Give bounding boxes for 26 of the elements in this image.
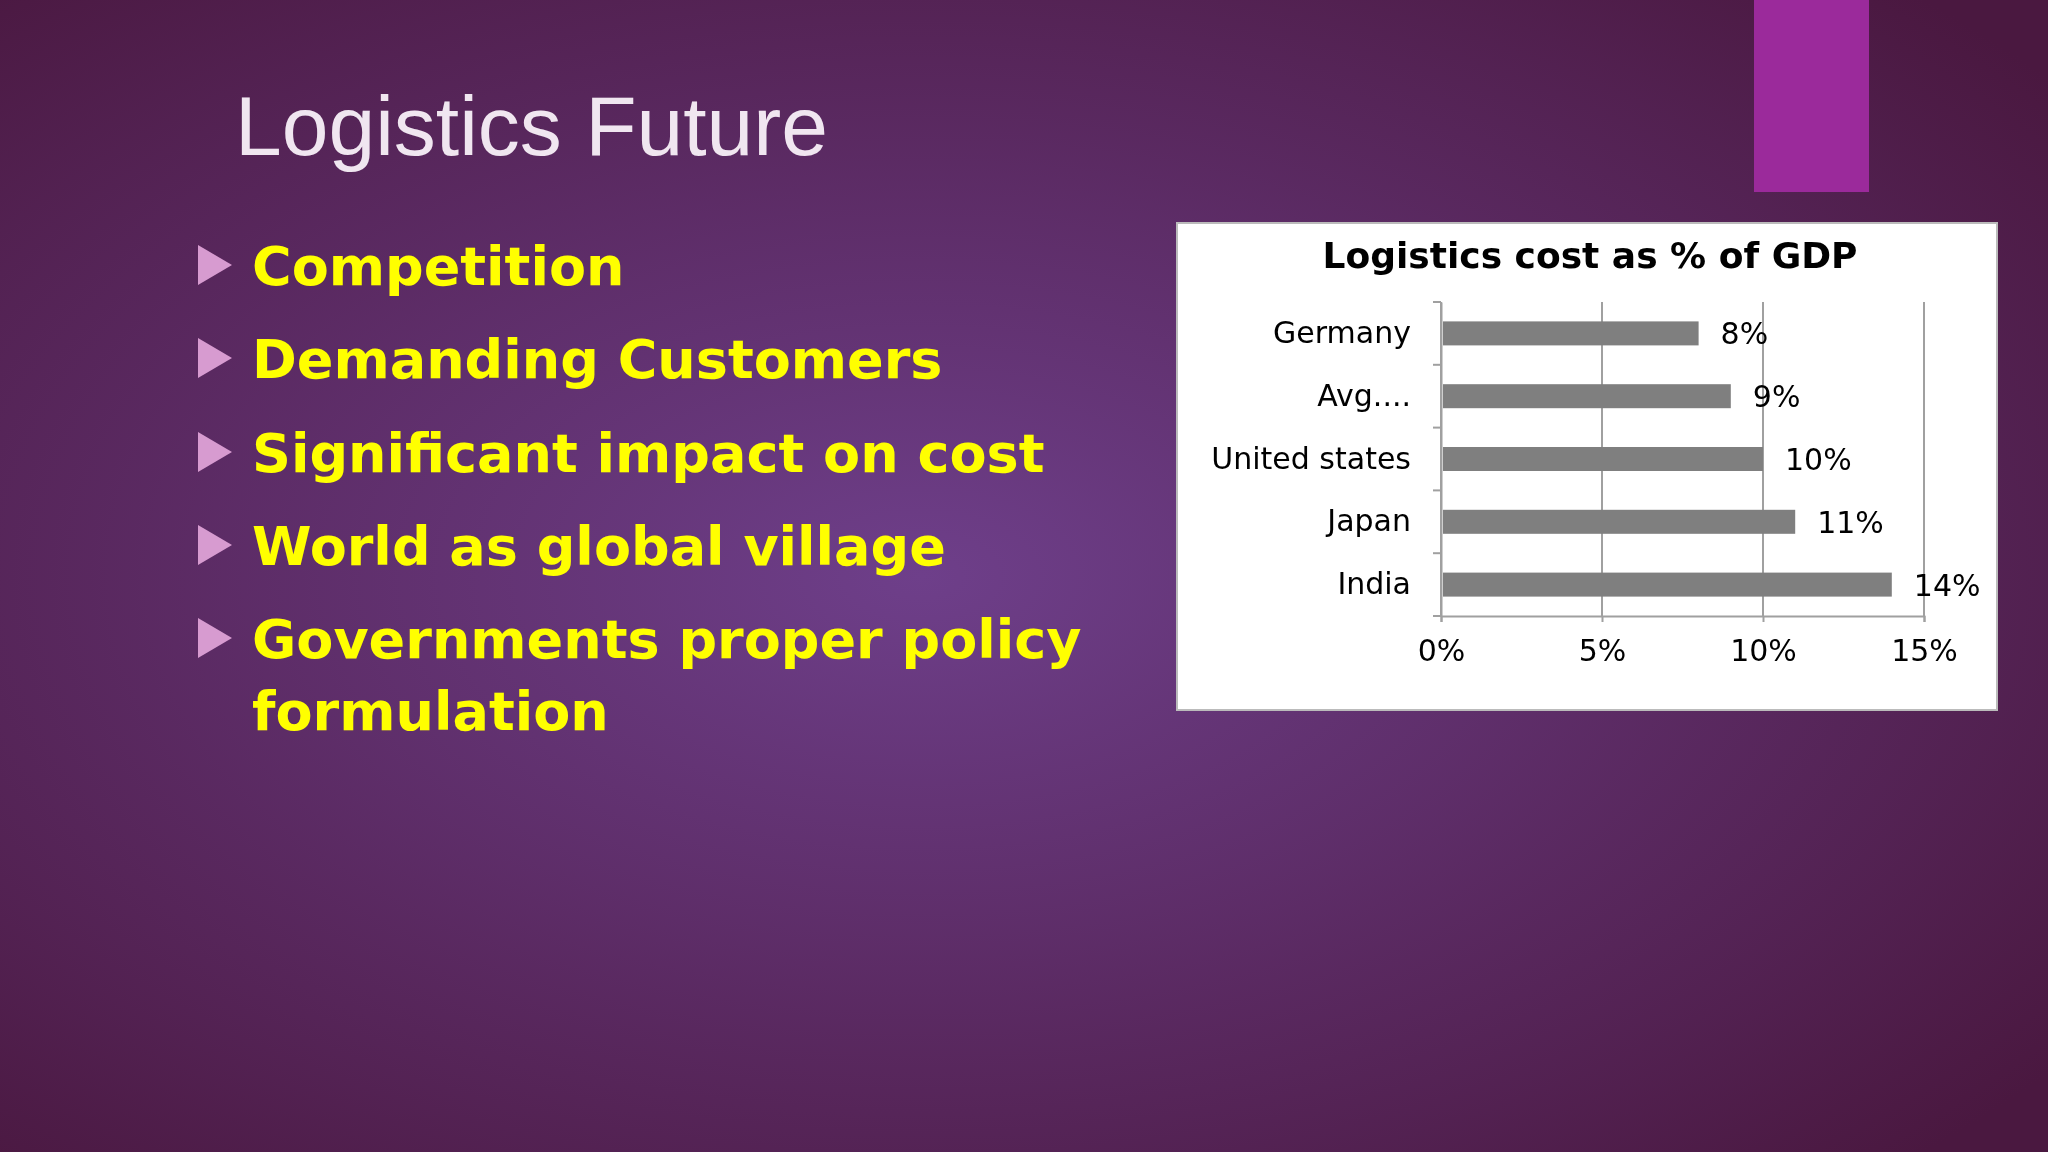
y-tick-label: United states [1211, 440, 1411, 476]
chart-title: Logistics cost as % of GDP [1322, 235, 1858, 276]
text: Significant impact on cost [252, 422, 1045, 485]
data-label: 9% [1752, 379, 1801, 415]
data-label: 8% [1720, 316, 1769, 352]
x-tick-label: 5% [1578, 633, 1627, 669]
data-label: 11% [1817, 504, 1884, 540]
bar [1443, 384, 1731, 409]
bar [1443, 509, 1796, 534]
x-tick-label: 0% [1417, 633, 1466, 669]
y-tick-label: Japan [1325, 503, 1411, 539]
bar [1443, 321, 1699, 346]
x-tick-label: 15% [1891, 633, 1958, 669]
data-label: 10% [1785, 442, 1852, 477]
y-tick-label: Germany [1273, 315, 1411, 350]
y-tick-label: Avg.... [1317, 377, 1411, 413]
text: World as global village [252, 515, 946, 578]
bar [1443, 572, 1892, 597]
bar [1443, 447, 1763, 471]
data-label: 14% [1913, 567, 1981, 603]
y-tick-label: India [1337, 566, 1411, 602]
x-tick-label: 10% [1730, 633, 1797, 669]
text: Governments proper policy formulation [252, 608, 1082, 743]
text: Demanding Customers [252, 328, 943, 391]
text: Competition [252, 235, 625, 298]
text: Logistics Future [235, 79, 828, 173]
